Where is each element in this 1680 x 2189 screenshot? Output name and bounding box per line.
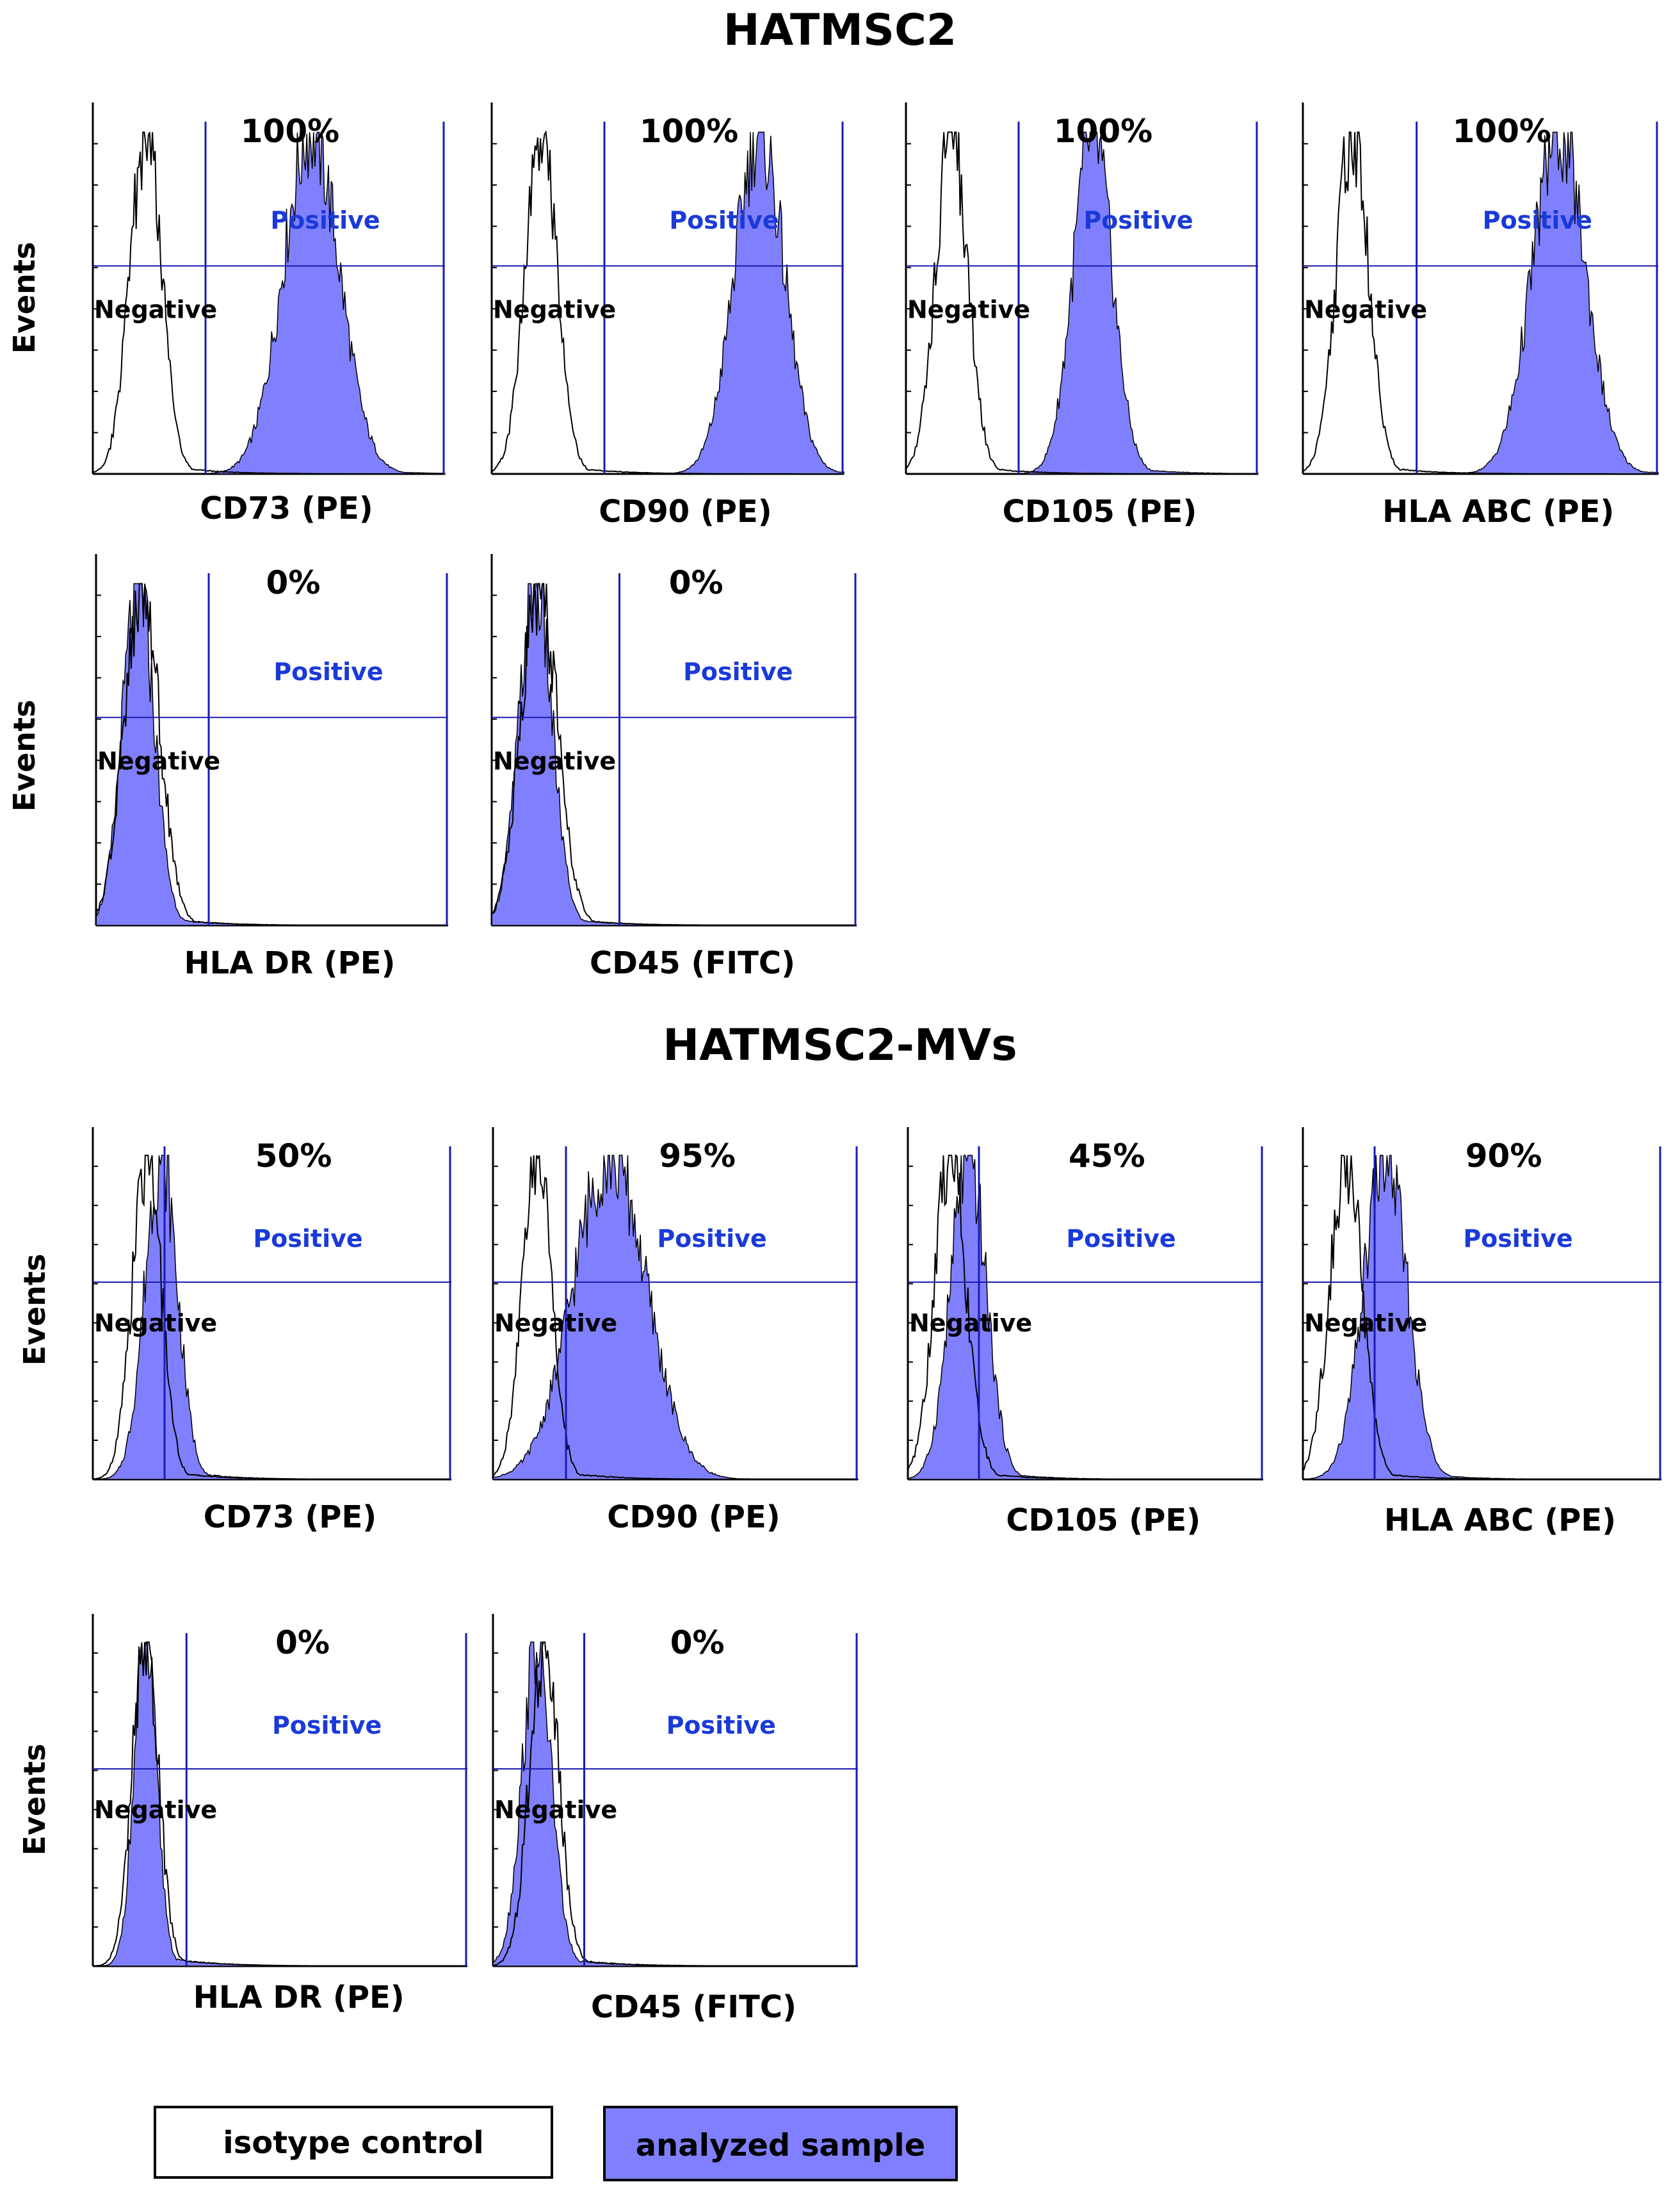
histogram-panels: 100% Positive Negative CD73 (PE) 100% Positiv… <box>92 102 1661 2025</box>
percent-positive-label: 50% <box>255 1137 332 1175</box>
isotype-histogram <box>1302 131 1658 475</box>
x-axis-label: HLA DR (PE) <box>193 1980 405 2015</box>
isotype-histogram <box>491 130 844 475</box>
positive-gate-label: Positive <box>1483 206 1592 234</box>
negative-gate-label: Negative <box>94 1796 217 1824</box>
percent-positive-label: 0% <box>266 564 321 601</box>
x-axis-label: HLA ABC (PE) <box>1384 1502 1616 1538</box>
x-axis-label: CD73 (PE) <box>200 491 373 526</box>
positive-gate-label: Positive <box>669 206 779 234</box>
x-axis-label: HLA DR (PE) <box>184 945 396 981</box>
y-axis-label-row3: Events <box>17 1254 52 1366</box>
positive-gate-label: Positive <box>1463 1225 1572 1253</box>
percent-positive-label: 0% <box>275 1624 330 1661</box>
percent-positive-label: 45% <box>1069 1137 1145 1175</box>
percent-positive-label: 100% <box>640 113 738 150</box>
x-axis-label: HLA ABC (PE) <box>1382 494 1614 530</box>
negative-gate-label: Negative <box>94 295 217 323</box>
histogram-panel: 100% Positive Negative CD90 (PE) <box>490 102 844 530</box>
x-axis-label: CD90 (PE) <box>599 494 771 530</box>
positive-gate-label: Positive <box>683 658 793 686</box>
legend-sample-label: analyzed sample <box>636 2128 926 2163</box>
x-axis-label: CD90 (PE) <box>607 1499 780 1535</box>
isotype-histogram <box>492 1155 858 1481</box>
positive-gate-label: Positive <box>273 658 383 686</box>
negative-gate-label: Negative <box>94 1309 217 1337</box>
percent-positive-label: 0% <box>670 1624 725 1661</box>
x-axis-label: CD73 (PE) <box>204 1499 376 1535</box>
isotype-histogram <box>92 1155 451 1481</box>
histogram-panel: 90% Positive Negative HLA ABC (PE) <box>1302 1127 1661 1538</box>
negative-gate-label: Negative <box>494 1309 617 1337</box>
negative-gate-label: Negative <box>1304 295 1427 323</box>
percent-positive-label: 100% <box>1054 113 1152 150</box>
y-axis-label-row2: Events <box>7 700 42 812</box>
histogram-panel: 100% Positive Negative CD105 (PE) <box>905 102 1259 530</box>
positive-gate-label: Positive <box>1083 206 1193 234</box>
percent-positive-label: 90% <box>1466 1137 1542 1175</box>
legend-isotype-label: isotype control <box>223 2125 484 2161</box>
histogram-panel: 0% Positive Negative CD45 (FITC) <box>492 1614 858 2025</box>
x-axis-label: CD45 (FITC) <box>590 945 795 981</box>
isotype-histogram <box>491 582 857 927</box>
isotype-histogram <box>492 1641 858 1967</box>
sample-histogram <box>1303 131 1659 475</box>
isotype-histogram <box>92 1641 467 1967</box>
x-axis-label: CD105 (PE) <box>1006 1502 1200 1538</box>
isotype-histogram <box>95 583 448 926</box>
section-title-hatmsc2: HATMSC2 <box>723 5 957 56</box>
isotype-histogram <box>907 1154 1263 1481</box>
positive-gate-label: Positive <box>272 1711 382 1739</box>
histogram-panel: 0% Positive Negative HLA DR (PE) <box>95 554 448 981</box>
sample-histogram <box>906 131 1259 475</box>
positive-gate-label: Positive <box>270 206 380 234</box>
negative-gate-label: Negative <box>493 295 616 323</box>
legend-sample-swatch <box>603 2106 958 2181</box>
percent-positive-label: 100% <box>241 113 339 150</box>
x-axis-label: CD105 (PE) <box>1003 494 1197 530</box>
legend-isotype-swatch <box>154 2106 553 2179</box>
positive-gate-label: Positive <box>253 1225 362 1253</box>
y-axis-label-row1: Events <box>7 242 42 354</box>
isotype-histogram <box>92 131 445 475</box>
x-axis-label: CD45 (FITC) <box>591 1989 796 2025</box>
positive-gate-label: Positive <box>666 1711 776 1739</box>
negative-gate-label: Negative <box>493 747 616 775</box>
isotype-histogram <box>905 131 1258 475</box>
negative-gate-label: Negative <box>907 295 1030 323</box>
sample-histogram <box>93 131 446 475</box>
percent-positive-label: 95% <box>659 1137 736 1175</box>
histogram-panel: 45% Positive Negative CD105 (PE) <box>907 1127 1263 1538</box>
y-axis-label-row4: Events <box>17 1744 52 1856</box>
histogram-panel: 100% Positive Negative HLA ABC (PE) <box>1302 102 1659 530</box>
negative-gate-label: Negative <box>494 1796 617 1824</box>
negative-gate-label: Negative <box>909 1309 1032 1337</box>
positive-gate-label: Positive <box>1066 1225 1175 1253</box>
histogram-panel: 0% Positive Negative HLA DR (PE) <box>92 1614 467 2015</box>
legend: isotype control analyzed sample <box>154 2106 958 2181</box>
histogram-panel: 100% Positive Negative CD73 (PE) <box>92 102 446 526</box>
percent-positive-label: 0% <box>669 564 723 601</box>
percent-positive-label: 100% <box>1453 113 1551 150</box>
histogram-panel: 95% Positive Negative CD90 (PE) <box>492 1127 859 1535</box>
positive-gate-label: Positive <box>657 1225 766 1253</box>
histogram-panel: 0% Positive Negative CD45 (FITC) <box>490 554 857 981</box>
negative-gate-label: Negative <box>1304 1309 1427 1337</box>
section-title-hatmsc2-mvs: HATMSC2-MVs <box>663 1020 1017 1071</box>
histogram-panel: 50% Positive Negative CD73 (PE) <box>92 1127 451 1535</box>
negative-gate-label: Negative <box>97 747 220 775</box>
